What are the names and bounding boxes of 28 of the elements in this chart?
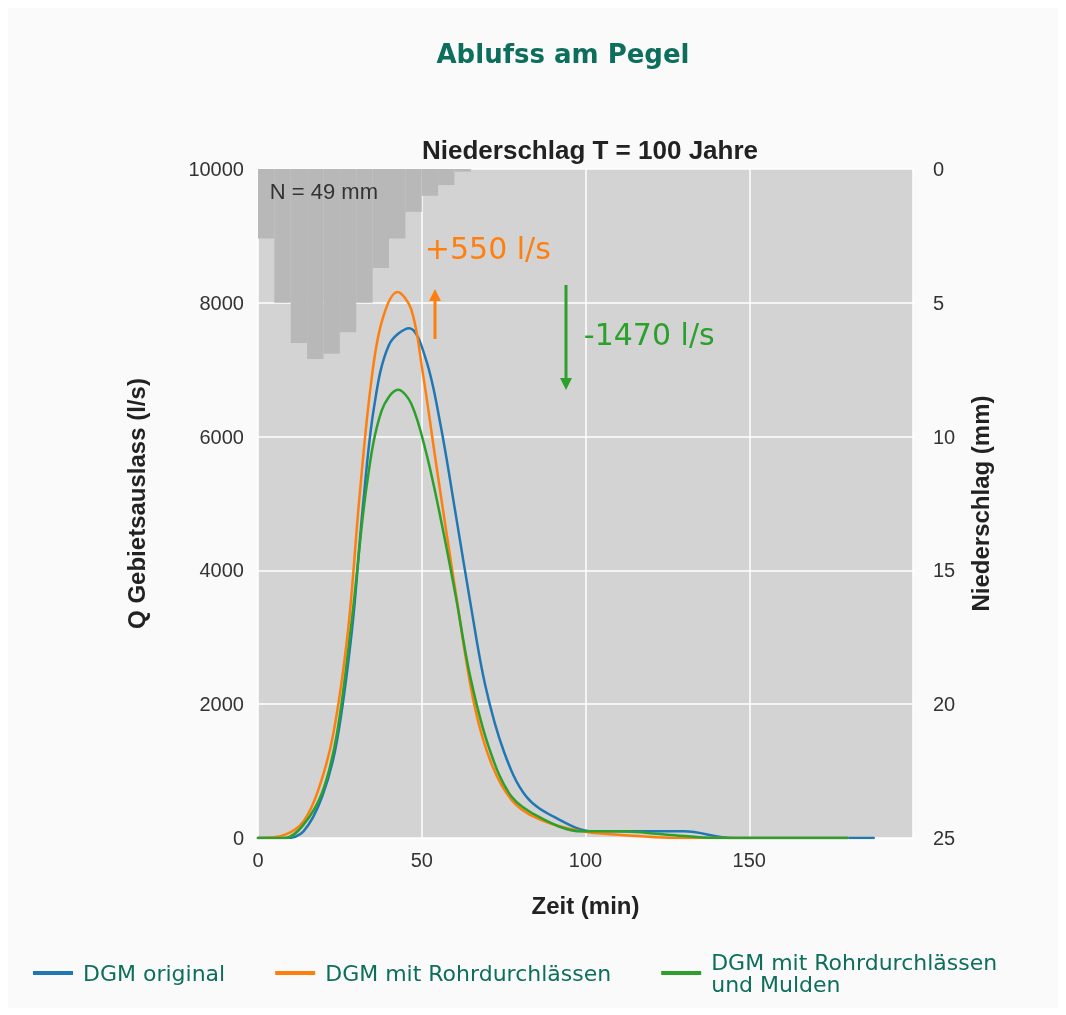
- chart-title: Ablufss am Pegel: [436, 39, 690, 69]
- y-tick-label: 6000: [199, 425, 244, 448]
- x-axis-title: Zeit (min): [531, 891, 640, 919]
- x-tick-label: 0: [252, 849, 264, 871]
- y2-axis-title: Niederschlag (mm): [966, 395, 994, 612]
- y2-tick-label: 25: [933, 827, 956, 849]
- y-tick-label: 4000: [199, 559, 244, 582]
- x-tick-label: 150: [732, 849, 766, 871]
- x-tick-label: 100: [568, 849, 603, 871]
- y2-tick-label: 0: [933, 158, 945, 180]
- y-tick-label: 10000: [188, 158, 244, 180]
- annotation: +550 l/s: [424, 231, 551, 267]
- legend-label: DGM original: [83, 960, 226, 986]
- y2-tick-label: 10: [933, 425, 956, 448]
- chart-subtitle: Niederschlag T = 100 Jahre: [421, 135, 759, 165]
- y-tick-label: 0: [232, 827, 244, 849]
- y2-tick-label: 15: [933, 559, 956, 582]
- x-tick-label: 50: [410, 849, 433, 871]
- annotation: -1470 l/s: [583, 317, 715, 353]
- y2-tick-label: 5: [933, 291, 945, 314]
- y2-tick-label: 20: [933, 693, 956, 716]
- legend-label: DGM mit Rohrdurchlässen und Mulden: [711, 949, 1005, 997]
- y-tick-label: 8000: [199, 291, 244, 314]
- y-axis-title: Q Gebietsauslass (l/s): [122, 378, 150, 629]
- annotation: N = 49 mm: [269, 179, 378, 206]
- legend-label: DGM mit Rohrdurchlässen: [325, 960, 612, 986]
- line-series: [256, 388, 849, 840]
- y-tick-label: 2000: [199, 693, 244, 716]
